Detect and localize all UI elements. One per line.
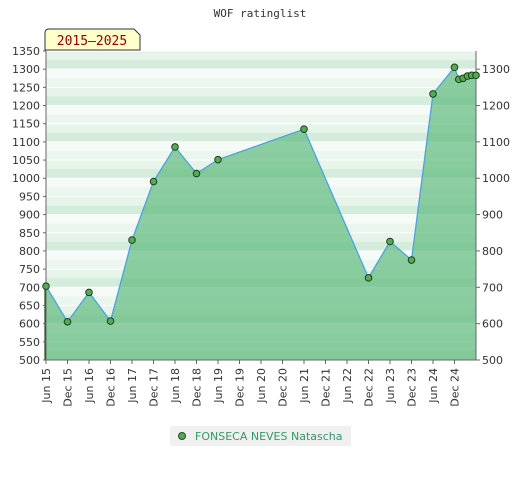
x-tick-label: Jun 19 <box>212 368 225 404</box>
y-tick-label: 800 <box>19 245 40 258</box>
y-tick-label: 850 <box>19 227 40 240</box>
data-point[interactable] <box>192 169 201 178</box>
x-tick-label: Dec 16 <box>105 368 118 407</box>
y-tick-label: 1300 <box>12 63 40 76</box>
y-tick-label: 700 <box>19 281 40 294</box>
y-tick-label: 1100 <box>12 136 40 149</box>
data-point[interactable] <box>171 143 179 151</box>
y-tick-label: 1200 <box>12 100 40 113</box>
x-tick-label: Jun 15 <box>40 368 53 404</box>
x-tick-label: Dec 20 <box>277 368 290 407</box>
area-fill <box>46 67 476 360</box>
data-point[interactable] <box>214 155 222 164</box>
y-tick-label-right: 1300 <box>482 63 510 76</box>
data-point[interactable] <box>386 237 394 246</box>
y-tick-label: 1350 <box>12 45 40 58</box>
period-badge: 2015–2025 <box>44 28 141 51</box>
x-tick-label: Dec 15 <box>62 368 75 407</box>
data-point[interactable] <box>42 282 50 291</box>
x-tick-label: Jun 20 <box>255 368 268 404</box>
x-tick-label: Dec 23 <box>406 368 419 407</box>
y-tick-label: 1150 <box>12 118 40 131</box>
x-tick-label: Jun 18 <box>169 368 182 404</box>
y-tick-label-right: 800 <box>482 245 503 258</box>
y-tick-label-right: 1100 <box>482 136 510 149</box>
x-tick-label: Dec 17 <box>148 368 161 407</box>
series-area <box>46 67 476 360</box>
y-tick-label: 950 <box>19 190 40 203</box>
data-point[interactable] <box>300 125 308 133</box>
y-tick-label: 1050 <box>12 154 40 167</box>
y-tick-label: 650 <box>19 299 40 312</box>
y-tick-label: 1250 <box>12 81 40 94</box>
x-tick-label: Jun 22 <box>341 368 354 404</box>
legend[interactable]: FONSECA NEVES Natascha <box>170 426 351 446</box>
grid-band-inner <box>46 114 476 124</box>
data-point[interactable] <box>85 288 93 297</box>
grid-band-inner <box>46 132 476 142</box>
chart-title: WOF ratinglist <box>214 7 307 20</box>
y-tick-label-right: 600 <box>482 318 503 331</box>
data-point[interactable] <box>364 274 373 282</box>
y-tick-label-right: 1200 <box>482 100 510 113</box>
x-tick-label: Dec 18 <box>191 368 204 407</box>
y-tick-label: 550 <box>19 336 40 349</box>
period-label: 2015–2025 <box>57 34 127 49</box>
data-point[interactable] <box>63 318 72 326</box>
y-tick-label: 500 <box>19 354 40 367</box>
data-point[interactable] <box>450 63 459 72</box>
x-tick-label: Jun 16 <box>83 368 96 404</box>
x-tick-label: Jun 21 <box>298 368 311 404</box>
y-tick-label: 900 <box>19 209 40 222</box>
data-point[interactable] <box>429 90 437 98</box>
grid-band-inner <box>46 78 476 88</box>
data-point[interactable] <box>149 177 158 186</box>
grid-band-inner <box>46 96 476 106</box>
x-tick-label: Dec 21 <box>320 368 333 407</box>
y-tick-label-right: 900 <box>482 209 503 222</box>
legend-marker <box>178 432 186 440</box>
x-axis-labels: Jun 15 Dec 15 Jun 16 Dec 16 Jun 17 Dec 17 Jun … <box>40 360 462 407</box>
x-tick-label: Dec 24 <box>449 368 462 407</box>
grid-band-inner <box>46 60 476 70</box>
y-tick-label: 1000 <box>12 172 40 185</box>
y-tick-label-right: 500 <box>482 354 503 367</box>
x-tick-label: Dec 22 <box>363 368 376 407</box>
x-tick-label: Dec 19 <box>234 368 247 407</box>
y-axis-left-labels: 500 550 600 650 700 750 800 850 900 950 1000 1050 11… <box>12 45 46 367</box>
legend-label: FONSECA NEVES Natascha <box>195 430 343 443</box>
y-axis-right-labels: 500 600 700 800 900 1000 1100 1200 1300 <box>476 63 510 367</box>
data-point[interactable] <box>106 317 115 325</box>
x-tick-label: Jun 17 <box>126 368 139 404</box>
data-point[interactable] <box>472 71 480 80</box>
y-tick-label-right: 700 <box>482 281 503 294</box>
data-point[interactable] <box>407 256 416 264</box>
y-tick-label: 600 <box>19 318 40 331</box>
x-tick-label: Jun 24 <box>427 368 440 404</box>
y-tick-label-right: 1000 <box>482 172 510 185</box>
y-tick-label: 750 <box>19 263 40 276</box>
x-tick-label: Jun 23 <box>384 368 397 404</box>
series-points <box>42 63 480 326</box>
data-point[interactable] <box>128 236 136 244</box>
